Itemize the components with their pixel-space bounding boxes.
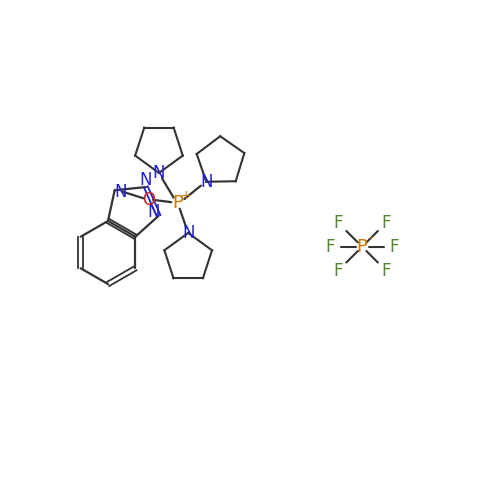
Text: N: N	[140, 171, 152, 189]
Text: F: F	[334, 262, 343, 280]
Text: P: P	[356, 238, 368, 256]
Text: F: F	[381, 262, 390, 280]
Text: N: N	[182, 224, 194, 242]
Text: F: F	[389, 238, 398, 256]
Text: -: -	[368, 232, 373, 246]
Text: F: F	[381, 214, 390, 232]
Text: N: N	[147, 203, 160, 221]
Text: O: O	[142, 191, 155, 209]
Text: F: F	[334, 214, 343, 232]
Text: N: N	[152, 164, 165, 182]
Text: P: P	[172, 194, 183, 212]
Text: +: +	[180, 188, 191, 202]
Text: N: N	[200, 173, 212, 191]
Text: F: F	[326, 238, 336, 256]
Text: N: N	[114, 183, 127, 201]
